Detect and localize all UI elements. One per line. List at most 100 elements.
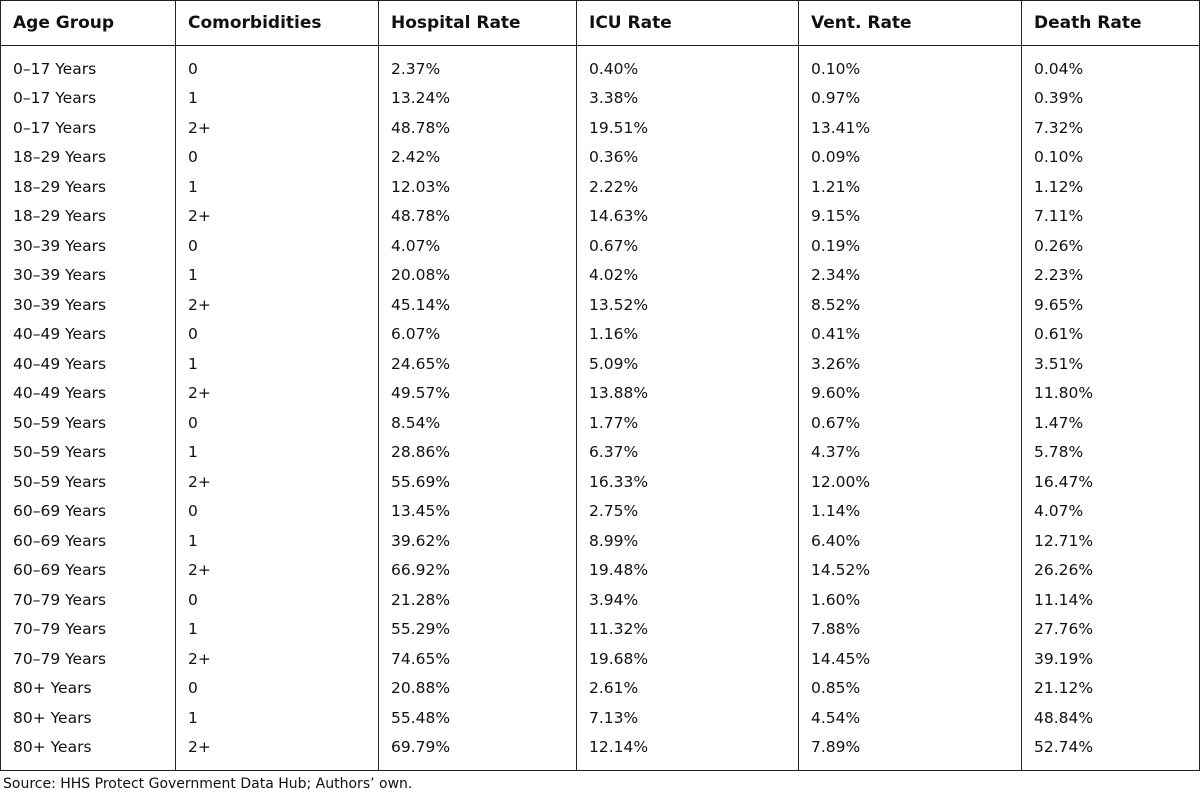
table-cell: 0.67%: [576, 231, 799, 261]
table-cell: 18–29 Years: [0, 201, 176, 231]
table-cell: 1.60%: [798, 585, 1022, 615]
table-cell: 4.07%: [378, 231, 577, 261]
table-cell: 20.08%: [378, 260, 577, 290]
table-cell: 0–17 Years: [0, 113, 176, 143]
table-row: 60–69 Years 2+ 66.92% 19.48% 14.52% 26.26%: [0, 555, 1200, 585]
table-cell: 16.33%: [576, 467, 799, 497]
table-cell: 1: [175, 437, 379, 467]
table-cell: 28.86%: [378, 437, 577, 467]
column-header: Age Group: [0, 0, 176, 46]
table-row: 80+ Years 0 20.88% 2.61% 0.85% 21.12%: [0, 673, 1200, 703]
table-cell: 66.92%: [378, 555, 577, 585]
table-cell: 0.26%: [1021, 231, 1200, 261]
table-cell: 60–69 Years: [0, 555, 176, 585]
table-row: 18–29 Years 0 2.42% 0.36% 0.09% 0.10%: [0, 142, 1200, 172]
table-cell: 2+: [175, 644, 379, 674]
table-cell: 13.88%: [576, 378, 799, 408]
table-cell: 0.04%: [1021, 45, 1200, 84]
table-cell: 0: [175, 142, 379, 172]
table-cell: 0.10%: [798, 45, 1022, 84]
table-cell: 2.37%: [378, 45, 577, 84]
column-header: ICU Rate: [576, 0, 799, 46]
table-cell: 9.60%: [798, 378, 1022, 408]
table-cell: 11.80%: [1021, 378, 1200, 408]
table-cell: 6.07%: [378, 319, 577, 349]
table-cell: 21.12%: [1021, 673, 1200, 703]
table-cell: 1.14%: [798, 496, 1022, 526]
table-cell: 5.78%: [1021, 437, 1200, 467]
table-cell: 0.39%: [1021, 83, 1200, 113]
table-row: 0–17 Years 1 13.24% 3.38% 0.97% 0.39%: [0, 83, 1200, 113]
table-cell: 3.26%: [798, 349, 1022, 379]
table-cell: 49.57%: [378, 378, 577, 408]
table-row: 0–17 Years 0 2.37% 0.40% 0.10% 0.04%: [0, 45, 1200, 84]
table-cell: 7.11%: [1021, 201, 1200, 231]
table-cell: 4.54%: [798, 703, 1022, 733]
table-cell: 2.75%: [576, 496, 799, 526]
data-table: Age Group Comorbidities Hospital Rate ICU R…: [0, 0, 1200, 771]
table-row: 50–59 Years 2+ 55.69% 16.33% 12.00% 16.47%: [0, 467, 1200, 497]
table-cell: 2+: [175, 732, 379, 771]
table-cell: 0: [175, 408, 379, 438]
table-cell: 1: [175, 526, 379, 556]
table-cell: 11.32%: [576, 614, 799, 644]
table-row: 18–29 Years 2+ 48.78% 14.63% 9.15% 7.11%: [0, 201, 1200, 231]
table-cell: 19.48%: [576, 555, 799, 585]
table-row: 70–79 Years 1 55.29% 11.32% 7.88% 27.76%: [0, 614, 1200, 644]
table-cell: 60–69 Years: [0, 496, 176, 526]
table-cell: 0.19%: [798, 231, 1022, 261]
table-cell: 40–49 Years: [0, 378, 176, 408]
table-cell: 30–39 Years: [0, 231, 176, 261]
table-cell: 1: [175, 349, 379, 379]
table-cell: 48.78%: [378, 113, 577, 143]
column-header: Death Rate: [1021, 0, 1200, 46]
table-cell: 11.14%: [1021, 585, 1200, 615]
table-cell: 52.74%: [1021, 732, 1200, 771]
table-cell: 2+: [175, 378, 379, 408]
table-cell: 48.84%: [1021, 703, 1200, 733]
table-cell: 24.65%: [378, 349, 577, 379]
table-row: 70–79 Years 0 21.28% 3.94% 1.60% 11.14%: [0, 585, 1200, 615]
table-cell: 0: [175, 496, 379, 526]
table-cell: 2+: [175, 555, 379, 585]
table-cell: 2.22%: [576, 172, 799, 202]
table-cell: 4.37%: [798, 437, 1022, 467]
table-cell: 1.12%: [1021, 172, 1200, 202]
table-cell: 8.54%: [378, 408, 577, 438]
table-cell: 0.36%: [576, 142, 799, 172]
table-cell: 9.15%: [798, 201, 1022, 231]
table-cell: 80+ Years: [0, 703, 176, 733]
table-cell: 70–79 Years: [0, 644, 176, 674]
table-cell: 19.68%: [576, 644, 799, 674]
table-row: 80+ Years 1 55.48% 7.13% 4.54% 48.84%: [0, 703, 1200, 733]
table-cell: 2+: [175, 201, 379, 231]
table-cell: 6.40%: [798, 526, 1022, 556]
table-cell: 12.71%: [1021, 526, 1200, 556]
table-cell: 0–17 Years: [0, 83, 176, 113]
table-cell: 13.52%: [576, 290, 799, 320]
table-cell: 0: [175, 673, 379, 703]
table-cell: 0.40%: [576, 45, 799, 84]
table-cell: 30–39 Years: [0, 260, 176, 290]
table-cell: 12.14%: [576, 732, 799, 771]
table-cell: 13.45%: [378, 496, 577, 526]
table-cell: 2+: [175, 467, 379, 497]
table-cell: 2.61%: [576, 673, 799, 703]
table-cell: 9.65%: [1021, 290, 1200, 320]
table-cell: 40–49 Years: [0, 349, 176, 379]
table-cell: 80+ Years: [0, 732, 176, 771]
table-cell: 74.65%: [378, 644, 577, 674]
table-cell: 55.29%: [378, 614, 577, 644]
table-cell: 0.67%: [798, 408, 1022, 438]
table-cell: 0–17 Years: [0, 45, 176, 84]
table-cell: 20.88%: [378, 673, 577, 703]
table-cell: 3.94%: [576, 585, 799, 615]
table-cell: 70–79 Years: [0, 585, 176, 615]
table-cell: 4.02%: [576, 260, 799, 290]
table-cell: 80+ Years: [0, 673, 176, 703]
table-row: 50–59 Years 0 8.54% 1.77% 0.67% 1.47%: [0, 408, 1200, 438]
table-cell: 8.52%: [798, 290, 1022, 320]
table-cell: 14.63%: [576, 201, 799, 231]
table-cell: 7.13%: [576, 703, 799, 733]
